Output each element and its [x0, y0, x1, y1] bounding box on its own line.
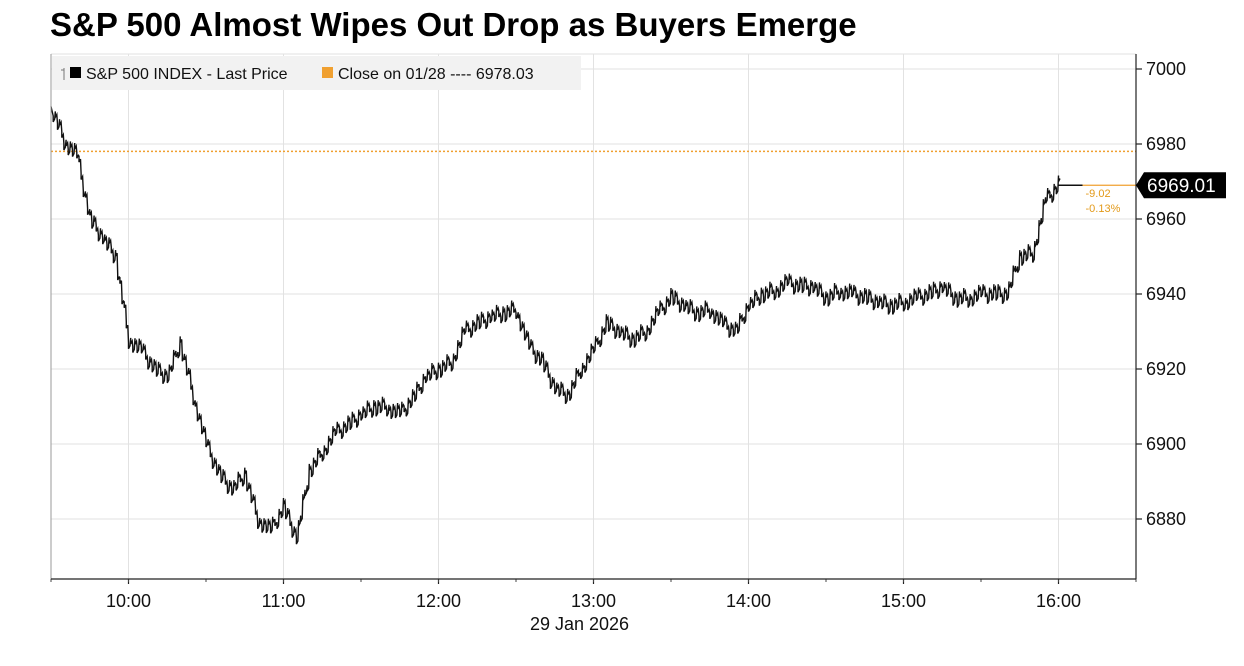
last-value-label: 6969.01 — [1147, 176, 1216, 197]
change-pct-label: -0.13% — [1086, 203, 1121, 215]
annotations: 6969.01 -9.02 -0.13% — [1086, 172, 1226, 215]
y-tick-label: 6900 — [1146, 434, 1186, 454]
chart-title: S&P 500 Almost Wipes Out Drop as Buyers … — [50, 6, 857, 43]
axes: 6880 6900 6920 6940 6960 6980 7000 10:00 11:00 12… — [50, 54, 1186, 634]
y-tick-label: 7000 — [1146, 59, 1186, 79]
legend-swatch-price — [70, 67, 81, 78]
date-label: 29 Jan 2026 — [530, 614, 629, 634]
x-tick-label: 13:00 — [571, 591, 616, 611]
change-label: -9.02 — [1086, 188, 1111, 200]
y-tick-label: 6880 — [1146, 509, 1186, 529]
grid — [51, 53, 1136, 579]
y-tick-label: 6980 — [1146, 134, 1186, 154]
legend: S&P 500 INDEX - Last Price Close on 01/28… — [52, 56, 581, 90]
legend-box — [52, 56, 581, 90]
legend-swatch-close — [322, 67, 333, 78]
y-tick-label: 6960 — [1146, 209, 1186, 229]
y-tick-label: 6920 — [1146, 359, 1186, 379]
legend-label-price: S&P 500 INDEX - Last Price — [86, 66, 288, 83]
price-series — [50, 106, 1136, 545]
x-tick-label: 14:00 — [726, 591, 771, 611]
price-line — [50, 106, 1061, 545]
x-tick-label: 16:00 — [1036, 591, 1081, 611]
x-tick-label: 11:00 — [262, 591, 306, 611]
last-value-tag — [1136, 172, 1226, 199]
y-tick-label: 6940 — [1146, 284, 1186, 304]
x-tick-label: 10:00 — [106, 591, 151, 611]
x-tick-label: 15:00 — [881, 591, 926, 611]
legend-label-close: Close on 01/28 ---- 6978.03 — [338, 66, 534, 83]
x-tick-label: 12:00 — [416, 591, 461, 611]
legend-marker-icon — [61, 68, 65, 80]
